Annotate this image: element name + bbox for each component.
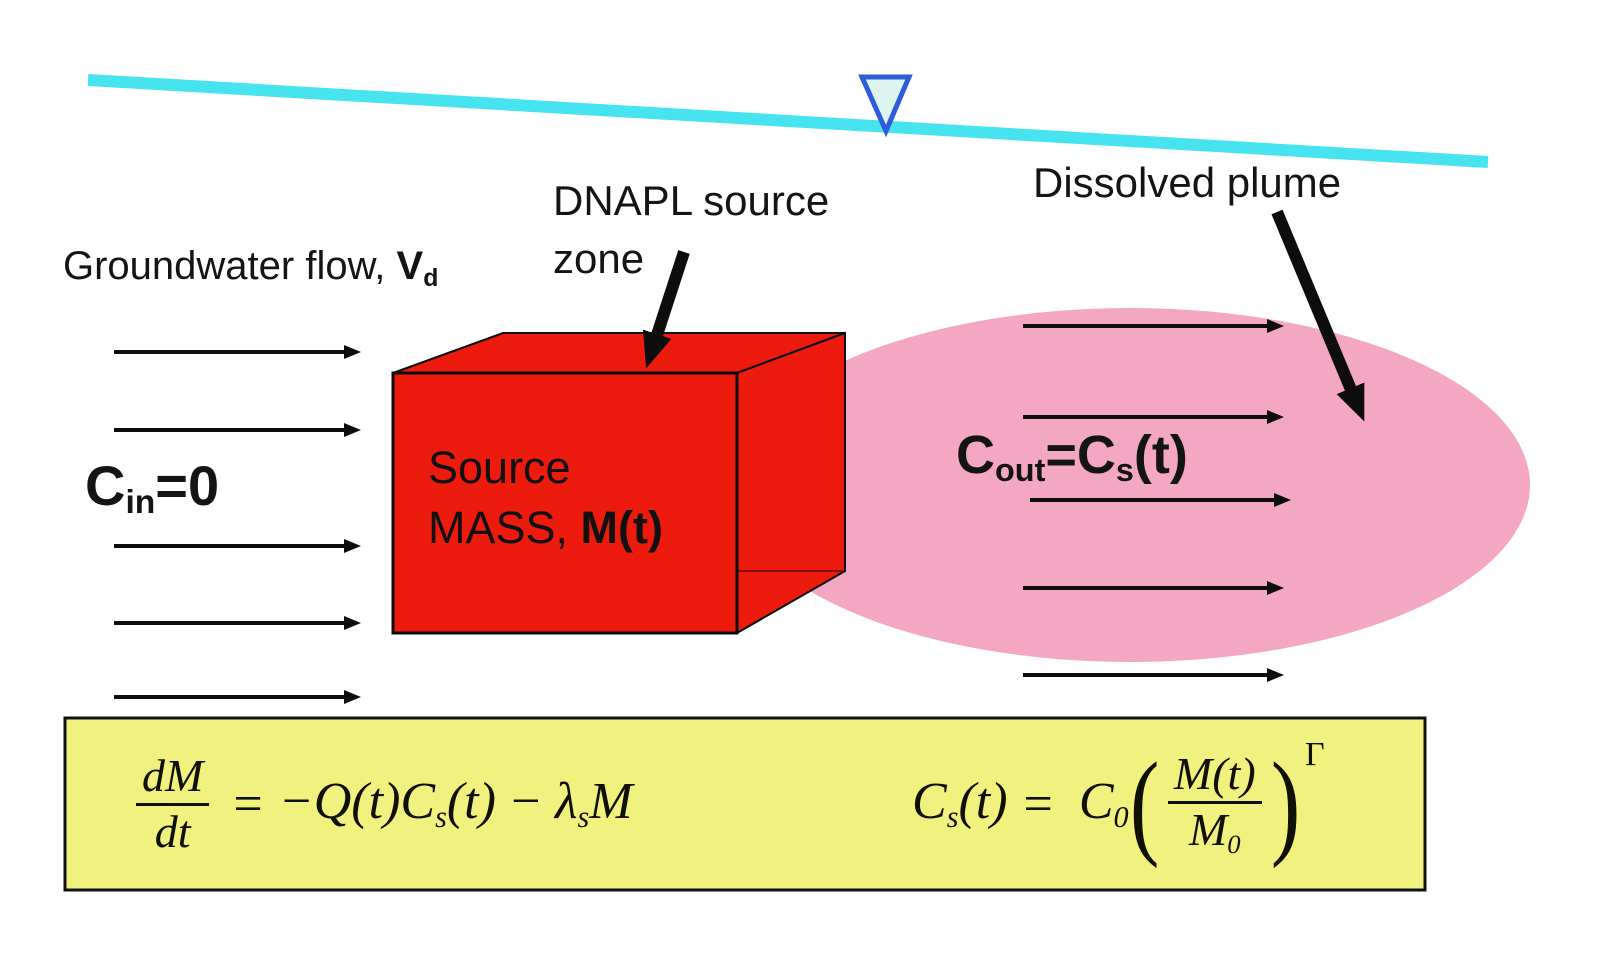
fraction-bar bbox=[1167, 800, 1262, 804]
mass-balance-equation: dM dt = −Q(t)Cs(t) − λsM bbox=[128, 718, 633, 890]
m0-symbol: M bbox=[1188, 803, 1228, 855]
gamma-exponent: Γ bbox=[1304, 736, 1325, 773]
fraction-denominator: dt bbox=[154, 805, 191, 857]
minus-sign: − bbox=[507, 773, 543, 831]
initial-concentration: C0 bbox=[1079, 772, 1129, 835]
power-law-lhs: Cs(t) bbox=[912, 772, 1008, 835]
c0-subscript: 0 bbox=[1113, 800, 1129, 835]
cs-lhs-argument: (t) bbox=[958, 773, 1008, 831]
velocity-variable: Vd bbox=[396, 244, 439, 291]
dnapl-source-cube bbox=[391, 331, 846, 635]
cs-argument: (t) bbox=[1133, 425, 1188, 485]
open-paren: ( bbox=[1129, 737, 1160, 869]
dissolved-plume-label: Dissolved plume bbox=[1033, 162, 1341, 204]
time-argument: (t) bbox=[446, 773, 496, 831]
dnapl-label-line1: DNAPL source bbox=[553, 177, 830, 224]
groundwater-flow-label: Groundwater flow, Vd bbox=[63, 246, 438, 292]
outflow-arrows bbox=[1023, 319, 1291, 682]
velocity-subscript: d bbox=[423, 264, 439, 292]
fraction-denominator: M0 bbox=[1183, 804, 1247, 860]
cube-front-face bbox=[391, 371, 739, 635]
dissolved-plume-text: Dissolved plume bbox=[1033, 159, 1342, 206]
source-mass-line1: Source bbox=[428, 442, 571, 493]
power-law-equation: Cs(t) = C0 ( M(t) M0 ) Γ bbox=[912, 718, 1325, 890]
mass-balance-rhs: −Q(t)Cs(t) − λsM bbox=[279, 772, 633, 835]
cs-sub: s bbox=[435, 800, 447, 835]
c-in-symbol: C bbox=[85, 454, 126, 517]
source-mass-line2: MASS, M(t) bbox=[428, 498, 663, 558]
fraction-numerator: M(t) bbox=[1173, 748, 1256, 800]
c-out-label: Cout=Cs(t) bbox=[956, 428, 1188, 486]
dm-dt-fraction: dM dt bbox=[136, 750, 210, 858]
equals-sign: = bbox=[233, 775, 263, 833]
cs-lhs-symbol: C bbox=[912, 773, 947, 831]
c-in-subscript: in bbox=[125, 484, 156, 522]
cs-subscript: s bbox=[1115, 451, 1134, 488]
equals-sign: = bbox=[1023, 775, 1053, 833]
water-table-line bbox=[87, 74, 1489, 168]
c-out-subscript: out bbox=[995, 451, 1046, 488]
source-mass-text: MASS, bbox=[428, 501, 581, 553]
c-in-value: =0 bbox=[155, 454, 220, 517]
equation-box bbox=[63, 716, 1427, 892]
lambda-subscript: s bbox=[577, 800, 590, 835]
m0-subscript: 0 bbox=[1227, 828, 1241, 859]
fraction-bar bbox=[136, 802, 210, 806]
fraction-numerator: dM bbox=[142, 750, 204, 802]
dnapl-pointer-arrow bbox=[642, 250, 690, 369]
mass-ratio-fraction: M(t) M0 bbox=[1167, 748, 1262, 860]
velocity-symbol: V bbox=[396, 244, 424, 288]
cs-lhs-subscript: s bbox=[946, 800, 959, 835]
c-out-equals: = bbox=[1045, 425, 1077, 485]
c-in-label: Cin=0 bbox=[85, 458, 219, 520]
lambda-symbol: λ bbox=[555, 773, 578, 831]
discharge-term: −Q(t)C bbox=[278, 773, 436, 831]
dissolved-plume-ellipse bbox=[730, 308, 1530, 662]
groundwater-flow-text: Groundwater flow, bbox=[63, 244, 397, 288]
c0-symbol: C bbox=[1078, 773, 1114, 831]
mass-function-symbol: M(t) bbox=[580, 501, 663, 553]
close-paren: ) bbox=[1270, 737, 1301, 869]
c-out-symbol: C bbox=[956, 425, 995, 485]
source-mass-label: Source MASS, M(t) bbox=[428, 438, 663, 558]
dnapl-source-zone-label: DNAPL source zone bbox=[553, 172, 829, 288]
mass-symbol: M bbox=[589, 773, 633, 831]
plume-pointer-arrow bbox=[1271, 209, 1365, 422]
dnapl-label-line2: zone bbox=[553, 234, 645, 282]
cs-symbol: C bbox=[1076, 425, 1116, 485]
water-table-triangle-icon bbox=[858, 74, 913, 138]
inflow-arrows bbox=[114, 345, 361, 704]
